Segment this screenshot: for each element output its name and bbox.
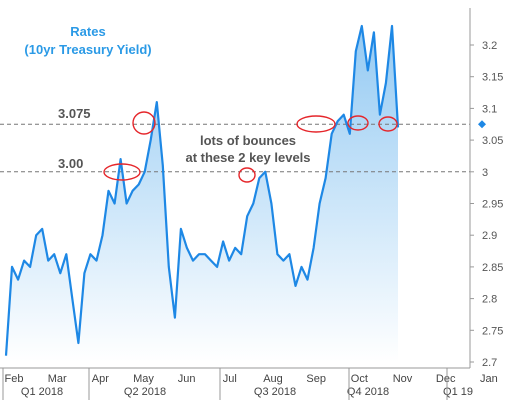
bounce-marker-aug <box>238 167 256 183</box>
chart-subtitle: (10yr Treasury Yield) <box>24 42 151 57</box>
level-label-3075: 3.075 <box>58 106 91 121</box>
bounce-marker-oct-late <box>347 115 369 131</box>
x-tick-label: Sep <box>306 373 326 385</box>
y-tick-label: 2.8 <box>482 294 497 306</box>
x-tick-label: Feb <box>5 373 24 385</box>
level-label-300: 3.00 <box>58 156 83 171</box>
y-tick-label: 3.2 <box>482 40 497 52</box>
last-value-marker <box>478 120 486 129</box>
line-layer <box>4 24 400 356</box>
y-tick-label: 2.7 <box>482 357 497 369</box>
quarter-label: Q1 19 <box>443 386 473 398</box>
y-tick-label: 2.75 <box>482 325 503 337</box>
bounce-markers <box>103 111 398 183</box>
y-tick-label: 3 <box>482 167 488 179</box>
bounce-marker-may-high <box>132 111 156 135</box>
x-tick-label: Jun <box>178 373 196 385</box>
x-tick-label: Jan <box>480 373 498 385</box>
area-layer <box>6 26 398 362</box>
x-tick-label: May <box>133 373 154 385</box>
reference-lines <box>0 120 486 173</box>
x-tick-label: Dec <box>436 373 456 385</box>
y-tick-label: 2.85 <box>482 262 503 274</box>
x-tick-label: Aug <box>263 373 283 385</box>
chart-title: Rates <box>70 24 105 39</box>
area-fill <box>6 26 398 362</box>
x-tick-label: Apr <box>92 373 109 385</box>
bounce-marker-nov <box>378 116 398 132</box>
x-tick-label: Oct <box>351 373 368 385</box>
x-tick-label: Mar <box>48 373 67 385</box>
quarter-label: Q3 2018 <box>254 386 296 398</box>
x-tick-label: Nov <box>393 373 413 385</box>
quarter-label: Q2 2018 <box>124 386 166 398</box>
annotation-line-1: lots of bounces <box>200 133 296 148</box>
quarter-label: Q1 2018 <box>21 386 63 398</box>
y-tick-label: 3.15 <box>482 72 503 84</box>
axes: 3.2 3.15 3.1 3.05 3 2.95 2.9 2.85 2.8 2.75 2.7 Feb M… <box>0 8 503 400</box>
x-tick-label: Jul <box>223 373 237 385</box>
annotation-line-2: at these 2 key levels <box>185 150 310 165</box>
y-tick-label: 2.9 <box>482 230 497 242</box>
series-line <box>4 24 400 356</box>
quarter-label: Q4 2018 <box>347 386 389 398</box>
y-tick-label: 3.1 <box>482 103 497 115</box>
bounce-marker-may <box>103 163 141 181</box>
y-tick-label: 2.95 <box>482 199 503 211</box>
bounce-marker-oct <box>296 115 336 133</box>
chart-text: Rates (10yr Treasury Yield) 3.075 3.00 l… <box>24 24 310 171</box>
y-tick-label: 3.05 <box>482 135 503 147</box>
